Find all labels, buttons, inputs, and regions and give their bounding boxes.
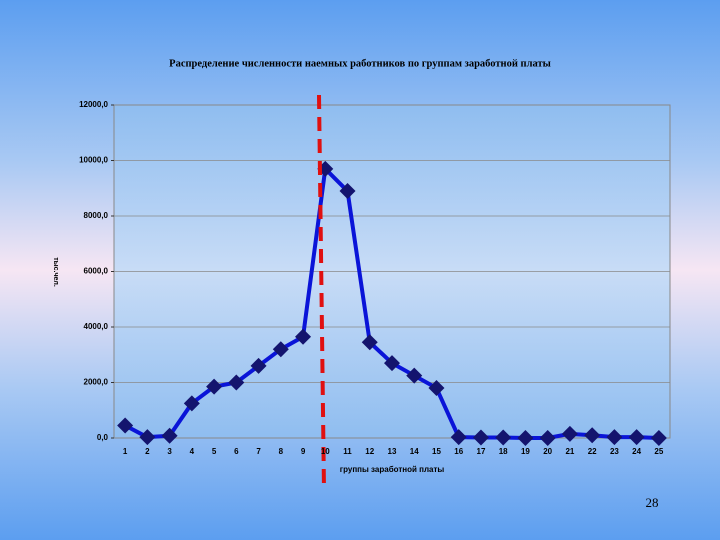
y-tick-label: 12000,0 <box>79 100 108 109</box>
chart-title: Распределение численности наемных работн… <box>169 58 551 69</box>
y-axis-label: тыс.чел. <box>52 257 59 287</box>
data-marker <box>406 367 423 384</box>
data-marker <box>495 429 512 446</box>
data-marker <box>450 429 467 446</box>
y-tick-label: 2000,0 <box>84 378 109 387</box>
data-marker <box>361 334 378 351</box>
x-tick-label: 10 <box>321 447 330 456</box>
data-marker <box>606 429 623 446</box>
data-marker <box>628 429 645 446</box>
x-tick-label: 18 <box>499 447 508 456</box>
x-tick-label: 23 <box>610 447 619 456</box>
data-marker <box>206 378 223 395</box>
data-marker <box>428 380 445 397</box>
y-tick-label: 0,0 <box>97 433 109 442</box>
data-marker <box>228 374 245 391</box>
y-tick-label: 4000,0 <box>84 322 109 331</box>
x-tick-label: 9 <box>301 447 306 456</box>
x-tick-label: 3 <box>167 447 172 456</box>
x-tick-label: 19 <box>521 447 530 456</box>
data-marker <box>539 430 556 446</box>
x-tick-label: 25 <box>654 447 663 456</box>
x-tick-label: 22 <box>588 447 597 456</box>
x-tick-label: 13 <box>388 447 397 456</box>
x-tick-label: 5 <box>212 447 217 456</box>
x-tick-label: 4 <box>190 447 195 456</box>
data-marker <box>295 328 312 345</box>
data-marker <box>183 395 200 412</box>
x-tick-label: 2 <box>145 447 150 456</box>
data-marker <box>272 341 289 358</box>
data-marker <box>517 430 534 446</box>
y-tick-label: 6000,0 <box>84 267 109 276</box>
data-marker <box>161 427 178 444</box>
data-marker <box>650 430 667 446</box>
x-tick-label: 16 <box>454 447 463 456</box>
x-tick-label: 11 <box>343 447 352 456</box>
data-marker <box>139 429 156 446</box>
x-tick-label: 17 <box>477 447 486 456</box>
y-tick-label: 10000,0 <box>79 156 108 165</box>
x-tick-label: 7 <box>256 447 261 456</box>
x-tick-label: 20 <box>543 447 552 456</box>
data-marker <box>561 425 578 442</box>
x-axis-label: группы заработной платы <box>340 465 445 474</box>
data-marker <box>250 357 267 374</box>
y-tick-label: 8000,0 <box>84 211 109 220</box>
data-marker <box>384 355 400 372</box>
x-tick-label: 24 <box>632 447 641 456</box>
data-marker <box>584 427 601 444</box>
x-tick-label: 12 <box>365 447 374 456</box>
x-tick-label: 1 <box>123 447 128 456</box>
data-marker <box>339 183 356 200</box>
x-tick-label: 14 <box>410 447 419 456</box>
x-tick-label: 21 <box>565 447 574 456</box>
x-tick-label: 15 <box>432 447 441 456</box>
data-marker <box>117 417 134 434</box>
x-tick-label: 6 <box>234 447 239 456</box>
x-tick-label: 8 <box>279 447 284 456</box>
data-marker <box>472 429 489 446</box>
page-number: 28 <box>646 495 659 510</box>
